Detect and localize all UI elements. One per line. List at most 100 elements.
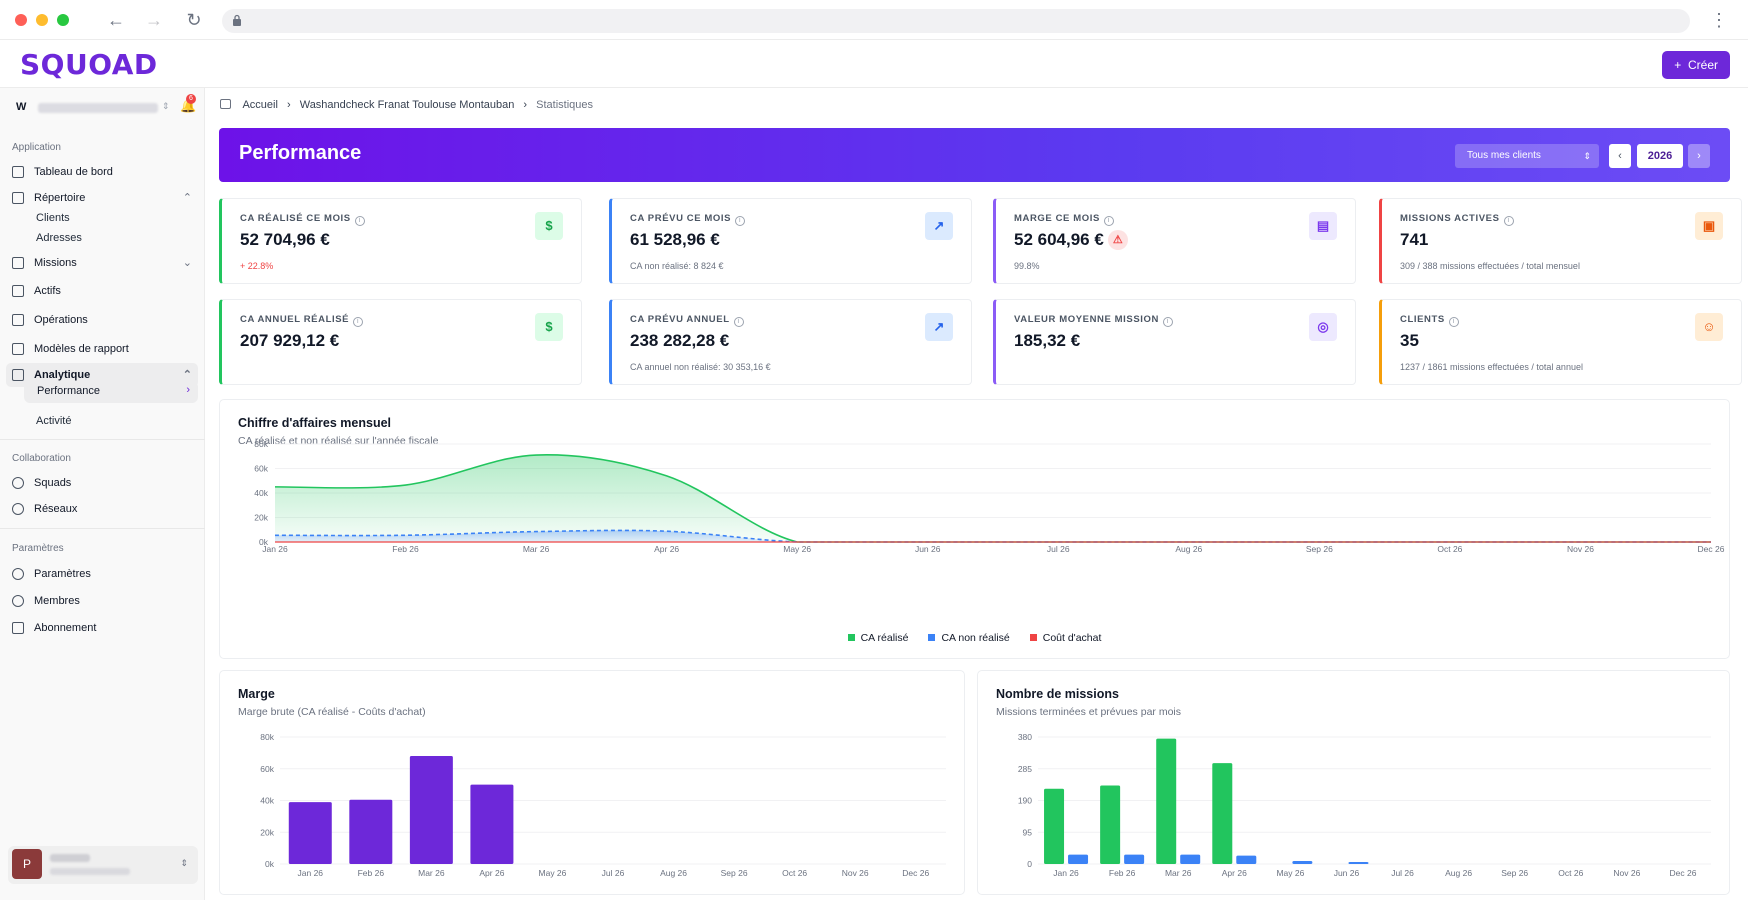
chart-title: Nombre de missions: [996, 687, 1119, 701]
sidebar-item-squads[interactable]: Squads: [12, 471, 198, 495]
sidebar-item-subscription[interactable]: Abonnement: [12, 616, 198, 640]
app-logo[interactable]: SQUOAD: [20, 48, 158, 81]
x-tick-label: Jan 26: [298, 868, 324, 878]
sidebar-item-addresses[interactable]: Adresses: [36, 232, 82, 244]
year-display[interactable]: 2026: [1637, 144, 1683, 168]
info-icon[interactable]: i: [1503, 216, 1514, 226]
bar: [1100, 785, 1121, 864]
sidebar-item-clients[interactable]: Clients: [36, 212, 70, 224]
kpi-value: 35: [1400, 331, 1419, 350]
kpi-label-text: MARGE CE MOIS: [1014, 213, 1100, 224]
chevron-updown-icon: ⇕: [180, 858, 188, 868]
sidebar-item-dashboard[interactable]: Tableau de bord: [12, 160, 198, 184]
x-tick-label: Dec 26: [902, 868, 929, 878]
bar: [1212, 763, 1233, 864]
kpi-value: 185,32 €: [1014, 331, 1081, 350]
info-icon[interactable]: i: [735, 216, 746, 226]
reload-icon[interactable]: ↻: [186, 10, 202, 30]
page-title: Performance: [239, 142, 362, 164]
close-window-button[interactable]: [15, 14, 27, 26]
chart-title: Marge: [238, 687, 275, 701]
x-tick-label: May 26: [783, 544, 811, 554]
maximize-window-button[interactable]: [57, 14, 69, 26]
forward-icon[interactable]: →: [145, 10, 163, 30]
kpi-label: CLIENTS i: [1400, 314, 1459, 327]
x-tick-label: Sep 26: [1306, 544, 1333, 554]
warning-icon[interactable]: ⚠: [1107, 230, 1128, 250]
section-title-application: Application: [12, 142, 61, 153]
back-icon[interactable]: ←: [107, 10, 125, 30]
next-year-button[interactable]: ›: [1688, 144, 1710, 168]
revenue-chart: 0k 20k 40k 60k 80k Jan 26 Feb 26 Mar 26 Apr 26 Ma…: [254, 439, 1724, 554]
info-icon[interactable]: i: [1103, 216, 1114, 226]
kpi-label: VALEUR MOYENNE MISSION i: [1014, 314, 1173, 327]
x-tick-label: Oct 26: [1437, 544, 1462, 554]
legend-item[interactable]: CA réalisé: [847, 632, 909, 644]
breadcrumb: Accueil › Washandcheck Franat Toulouse M…: [220, 99, 599, 111]
info-icon[interactable]: i: [1162, 317, 1173, 327]
sidebar-item-label: Opérations: [34, 314, 88, 326]
chart-title: Chiffre d'affaires mensuel: [238, 416, 392, 430]
x-tick-label: Aug 26: [1445, 868, 1472, 878]
sidebar-item-performance[interactable]: Performance ›: [24, 381, 198, 403]
create-button-label: Créer: [1687, 58, 1718, 72]
legend-item[interactable]: CA non réalisé: [928, 632, 1010, 644]
sidebar-item-activity[interactable]: Activité: [36, 415, 72, 427]
y-tick-label: 0k: [259, 537, 269, 547]
x-tick-label: Dec 26: [1669, 868, 1696, 878]
sidebar-item-missions[interactable]: Missions ⌄: [12, 251, 198, 275]
info-icon[interactable]: i: [354, 216, 365, 226]
legend-item[interactable]: Coût d'achat: [1029, 632, 1102, 644]
info-icon[interactable]: i: [353, 317, 364, 327]
area-0: [275, 454, 1711, 542]
kpi-card-clients: CLIENTS i 35 1237 / 1861 missions effectu…: [1379, 299, 1742, 385]
x-tick-label: Mar 26: [418, 868, 445, 878]
user-menu[interactable]: P ⇕: [8, 846, 198, 884]
sidebar-item-settings[interactable]: Paramètres: [12, 562, 198, 586]
minimize-window-button[interactable]: [36, 14, 48, 26]
sidebar-toggle-icon[interactable]: [220, 99, 231, 109]
x-tick-label: Feb 26: [392, 544, 419, 554]
kpi-label-text: CLIENTS: [1400, 314, 1445, 325]
kpi-value: 61 528,96 €: [630, 230, 720, 249]
avatar: P: [12, 849, 42, 879]
create-button[interactable]: + Créer: [1662, 51, 1730, 79]
x-tick-label: Jun 26: [1334, 868, 1360, 878]
sidebar-item-members[interactable]: Membres: [12, 589, 198, 613]
workspace-switcher[interactable]: W ⇕: [12, 98, 197, 120]
address-bar[interactable]: [222, 9, 1690, 33]
breadcrumb-organization[interactable]: Washandcheck Franat Toulouse Montauban: [299, 99, 515, 111]
notification-badge: 6: [186, 94, 196, 104]
legend-label: CA réalisé: [860, 632, 909, 644]
cube-icon: [12, 285, 24, 297]
section-title-settings: Paramètres: [12, 543, 64, 554]
dollar-icon: $: [535, 313, 563, 341]
info-icon[interactable]: i: [1448, 317, 1459, 327]
sidebar-item-label: Missions: [34, 257, 77, 269]
kpi-value: 207 929,12 €: [240, 331, 340, 350]
info-icon[interactable]: i: [733, 317, 744, 327]
client-filter-select[interactable]: Tous mes clients ⇕: [1455, 144, 1599, 168]
previous-year-button[interactable]: ‹: [1609, 144, 1631, 168]
sidebar-item-networks[interactable]: Réseaux: [12, 497, 198, 521]
kpi-card-forecast-month: CA PRÉVU CE MOIS i 61 528,96 € CA non réa…: [609, 198, 972, 284]
legend-label: Coût d'achat: [1042, 632, 1102, 644]
sidebar: W ⇕ 🔔 6 Application Tableau de bord Répe…: [0, 88, 205, 900]
browser-toolbar: ← → ↻ ⋮: [0, 0, 1748, 40]
plus-icon: +: [1674, 58, 1682, 72]
margin-chart: 0k 20k 40k 60k 80k Jan 26 Feb 26 Mar 26 Apr 26 Ma…: [260, 732, 946, 878]
sidebar-item-assets[interactable]: Actifs: [12, 279, 198, 303]
sidebar-item-directory[interactable]: Répertoire ⌃: [12, 186, 198, 210]
sidebar-item-label: Squads: [34, 477, 72, 489]
y-tick-label: 380: [1018, 732, 1032, 742]
sidebar-item-operations[interactable]: Opérations: [12, 308, 198, 332]
sidebar-item-report-templates[interactable]: Modèles de rapport: [12, 337, 198, 361]
breadcrumb-home[interactable]: Accueil: [242, 99, 278, 111]
performance-banner: Performance Tous mes clients ⇕ ‹ 2026 ›: [219, 128, 1730, 182]
browser-menu-icon[interactable]: ⋮: [1710, 10, 1728, 30]
user-name: [50, 854, 90, 862]
x-tick-label: Sep 26: [721, 868, 748, 878]
squads-icon: [12, 477, 24, 489]
revenue-chart-panel: Chiffre d'affaires mensuel CA réalisé et…: [219, 399, 1730, 659]
users-icon: [12, 595, 24, 607]
